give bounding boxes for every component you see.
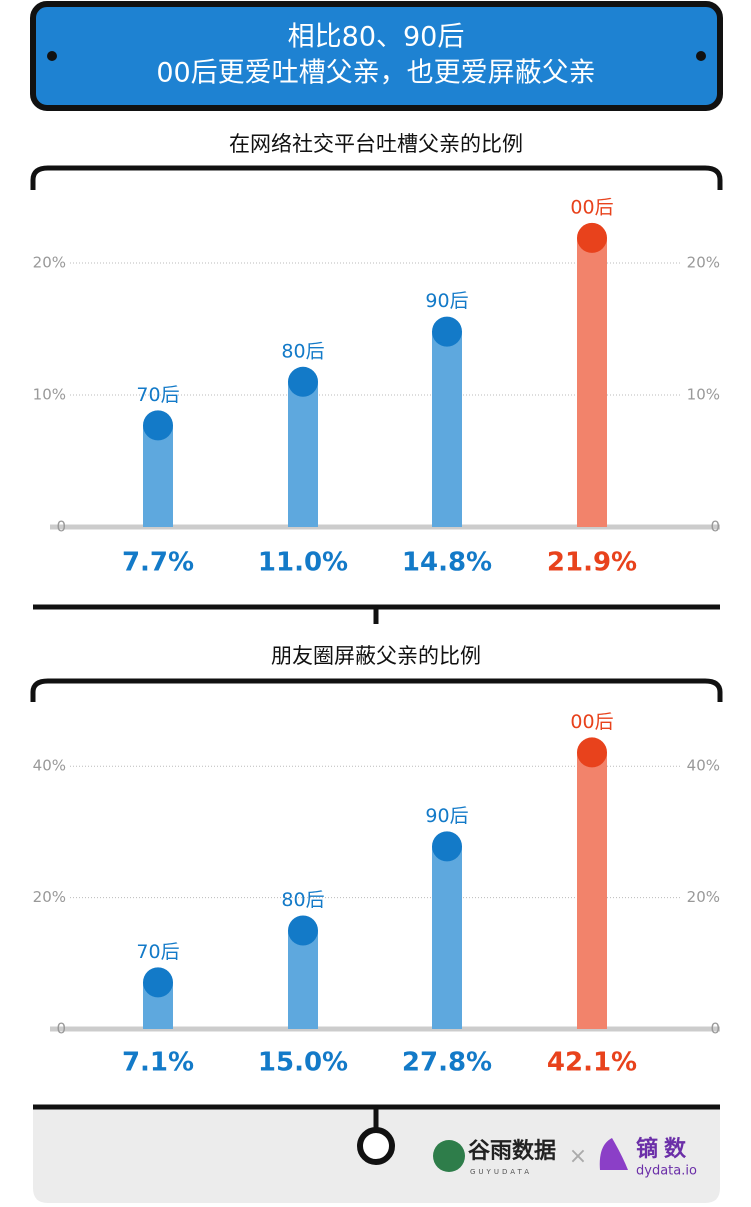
value-label: 11.0% <box>258 548 348 578</box>
bar <box>143 425 173 527</box>
value-label: 21.9% <box>547 548 637 578</box>
y-tick-label: 0 <box>710 518 720 536</box>
value-label: 15.0% <box>258 1048 348 1078</box>
bar-dot <box>288 366 318 397</box>
y-tick-label: 20% <box>33 888 66 906</box>
logo-text: 谷雨数据 <box>468 1138 556 1164</box>
category-label: 70后 <box>136 941 179 963</box>
logo-subtext: GUYUDATA <box>470 1168 532 1176</box>
y-tick-label: 0 <box>710 1020 720 1038</box>
category-label: 90后 <box>425 805 468 827</box>
bar <box>288 381 318 527</box>
chart-title: 在网络社交平台吐槽父亲的比例 <box>229 132 523 156</box>
header-title: 00后更爱吐槽父亲，也更爱屏蔽父亲 <box>156 58 595 89</box>
logo-separator: × <box>569 1144 587 1169</box>
value-label: 7.7% <box>122 548 194 578</box>
header-title: 相比80、90后 <box>288 22 465 53</box>
category-label: 70后 <box>136 384 179 406</box>
value-label: 14.8% <box>402 548 492 578</box>
category-label: 80后 <box>281 889 324 911</box>
bar <box>432 846 462 1029</box>
bar-dot <box>577 737 607 768</box>
logo-icon <box>599 1138 628 1170</box>
bar-dot <box>432 316 462 347</box>
header-dot <box>696 51 706 61</box>
y-tick-label: 40% <box>33 757 66 775</box>
logo-icon <box>433 1140 465 1172</box>
bar <box>577 752 607 1029</box>
bar-dot <box>432 831 462 862</box>
value-label: 27.8% <box>402 1048 492 1078</box>
bar <box>577 237 607 528</box>
chart-title: 朋友圈屏蔽父亲的比例 <box>271 644 481 668</box>
logo-subtext: dydata.io <box>636 1164 697 1179</box>
bar <box>288 930 318 1029</box>
y-tick-label: 10% <box>33 386 66 404</box>
logo-text: 镝数 <box>636 1136 692 1162</box>
category-label: 00后 <box>570 711 613 733</box>
y-tick-label: 40% <box>687 757 720 775</box>
bar-dot <box>143 967 173 998</box>
header-box <box>30 1 723 111</box>
y-tick-label: 20% <box>33 254 66 272</box>
y-tick-label: 0 <box>56 1020 66 1038</box>
category-label: 90后 <box>425 290 468 312</box>
header-dot <box>47 51 57 61</box>
bar <box>432 331 462 527</box>
y-tick-label: 0 <box>56 518 66 536</box>
category-label: 00后 <box>570 196 613 218</box>
y-tick-label: 20% <box>687 254 720 272</box>
bracket <box>30 165 723 190</box>
bar-dot <box>288 915 318 946</box>
bar-dot <box>143 410 173 441</box>
bracket <box>30 678 723 702</box>
category-label: 80后 <box>281 340 324 362</box>
bar-dot <box>577 222 607 253</box>
value-label: 7.1% <box>122 1048 194 1078</box>
footer-ring <box>357 1127 395 1165</box>
y-tick-label: 10% <box>687 386 720 404</box>
y-tick-label: 20% <box>687 888 720 906</box>
value-label: 42.1% <box>547 1048 637 1078</box>
